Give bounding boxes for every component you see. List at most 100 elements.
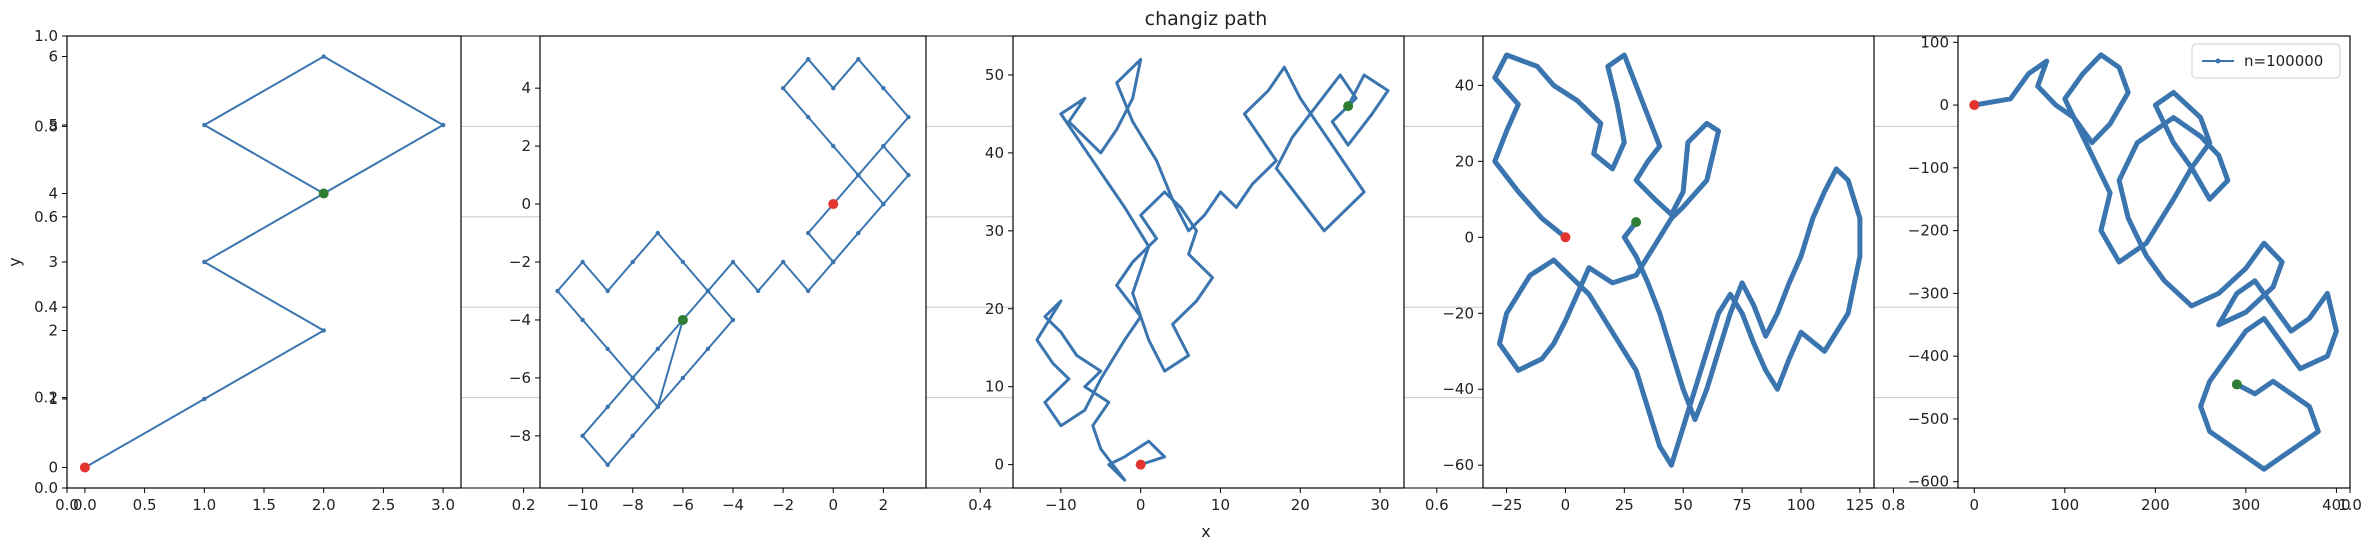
bg-x-tick-label: 0.4 <box>968 496 992 514</box>
path-point <box>440 122 446 128</box>
y-tick-label: 4 <box>521 79 531 97</box>
path-point <box>202 122 207 128</box>
x-tick-label: 1.5 <box>252 496 276 514</box>
path-point <box>831 259 836 265</box>
y-tick-label: −200 <box>1908 222 1949 240</box>
path-point <box>856 230 861 236</box>
path-point <box>580 259 585 265</box>
y-tick-label: 2 <box>521 137 531 155</box>
path-point <box>730 259 736 265</box>
x-tick-label: 100 <box>1787 496 1816 514</box>
y-tick-label: 2 <box>48 321 58 339</box>
y-tick-label: −60 <box>1442 456 1474 474</box>
bg-x-tick-label: 0.2 <box>512 496 536 514</box>
path-point <box>321 54 326 59</box>
x-tick-label: 300 <box>2232 496 2261 514</box>
y-tick-label: 100 <box>1920 33 1949 51</box>
plot-area <box>1958 36 2350 488</box>
bg-y-tick-label: 0.6 <box>34 208 58 226</box>
start-marker <box>1560 232 1571 243</box>
x-tick-label: 200 <box>2141 496 2170 514</box>
y-tick-label: 50 <box>985 66 1004 84</box>
y-tick-label: −20 <box>1442 304 1474 322</box>
bg-y-tick-label: 0.0 <box>34 479 58 497</box>
x-tick-label: −10 <box>1045 496 1077 514</box>
path-line <box>1035 57 1390 482</box>
path-point <box>805 230 811 236</box>
path-point <box>630 433 635 439</box>
path-point <box>881 201 886 207</box>
bg-y-tick-label: 0.2 <box>34 389 58 407</box>
path-point <box>202 259 207 265</box>
path-point <box>705 288 711 294</box>
end-marker <box>318 188 329 199</box>
legend-box <box>2191 43 2341 79</box>
figure-title: changiz path <box>1145 8 1268 30</box>
path-point <box>755 288 761 294</box>
x-axis-label: x <box>1201 522 1210 541</box>
y-tick-label: 0 <box>1939 96 1949 114</box>
start-marker <box>828 199 839 210</box>
y-tick-label: 20 <box>1455 152 1474 170</box>
y-tick-label: −500 <box>1908 410 1949 428</box>
plot-area <box>67 36 461 488</box>
path-point <box>906 114 911 120</box>
y-tick-label: −300 <box>1908 284 1949 302</box>
x-tick-label: 0 <box>828 496 838 514</box>
y-tick-label: 3 <box>48 253 58 271</box>
x-tick-label: 0.5 <box>133 496 157 514</box>
y-tick-label: 6 <box>48 48 58 66</box>
x-tick-label: 3.0 <box>431 496 455 514</box>
end-marker <box>677 314 688 325</box>
path-line <box>1971 52 2339 472</box>
bg-x-tick-label: 0.8 <box>1881 496 1905 514</box>
x-tick-label: 2.0 <box>312 496 336 514</box>
y-tick-label: −40 <box>1442 380 1474 398</box>
path-point <box>580 317 585 323</box>
bg-x-tick-label: 1.0 <box>2338 496 2362 514</box>
path-point <box>555 288 560 294</box>
subplot-2: −10 −8 −6 −4 −2 0 2 −8 −6 −4 −2 0 2 4 <box>509 35 927 514</box>
path-point <box>605 462 610 468</box>
path-point <box>705 346 711 352</box>
bg-y-tick-label: 1.0 <box>34 27 58 45</box>
x-tick-label: 0 <box>1136 496 1146 514</box>
x-tick-label: 125 <box>1846 496 1875 514</box>
path-point <box>831 143 836 149</box>
end-marker <box>2231 379 2242 390</box>
x-tick-label: 2.5 <box>371 496 395 514</box>
end-marker <box>1343 101 1354 112</box>
path-point <box>805 288 811 294</box>
path-point <box>856 56 861 62</box>
y-tick-label: 30 <box>985 222 1004 240</box>
plot-area <box>1483 36 1874 488</box>
axes-frame <box>1012 35 1405 489</box>
path-point <box>580 433 585 439</box>
x-tick-label: −2 <box>772 496 794 514</box>
x-tick-label: 20 <box>1291 496 1310 514</box>
y-tick-label: 0 <box>48 458 58 476</box>
x-tick-label: 25 <box>1615 496 1634 514</box>
y-tick-label: 4 <box>48 185 58 203</box>
y-tick-label: 40 <box>1455 76 1474 94</box>
path-point <box>655 230 661 236</box>
bg-x-tick-label: 0.0 <box>55 496 79 514</box>
y-tick-label: −600 <box>1908 473 1949 491</box>
end-marker <box>1631 217 1642 228</box>
y-axis-label: y <box>5 257 24 266</box>
y-tick-label: 0 <box>994 456 1004 474</box>
path-point <box>605 404 610 410</box>
path-point <box>655 346 661 352</box>
bg-y-tick-label: 0.8 <box>34 117 58 135</box>
x-tick-label: −25 <box>1491 496 1523 514</box>
path-point <box>730 317 736 323</box>
path-point <box>605 346 610 352</box>
path-point <box>906 172 911 178</box>
y-tick-label: −4 <box>509 311 531 329</box>
legend-marker <box>2215 58 2221 64</box>
start-marker <box>79 462 90 473</box>
y-tick-label: −6 <box>509 369 531 387</box>
path-point <box>202 396 207 402</box>
path-point <box>780 259 786 265</box>
